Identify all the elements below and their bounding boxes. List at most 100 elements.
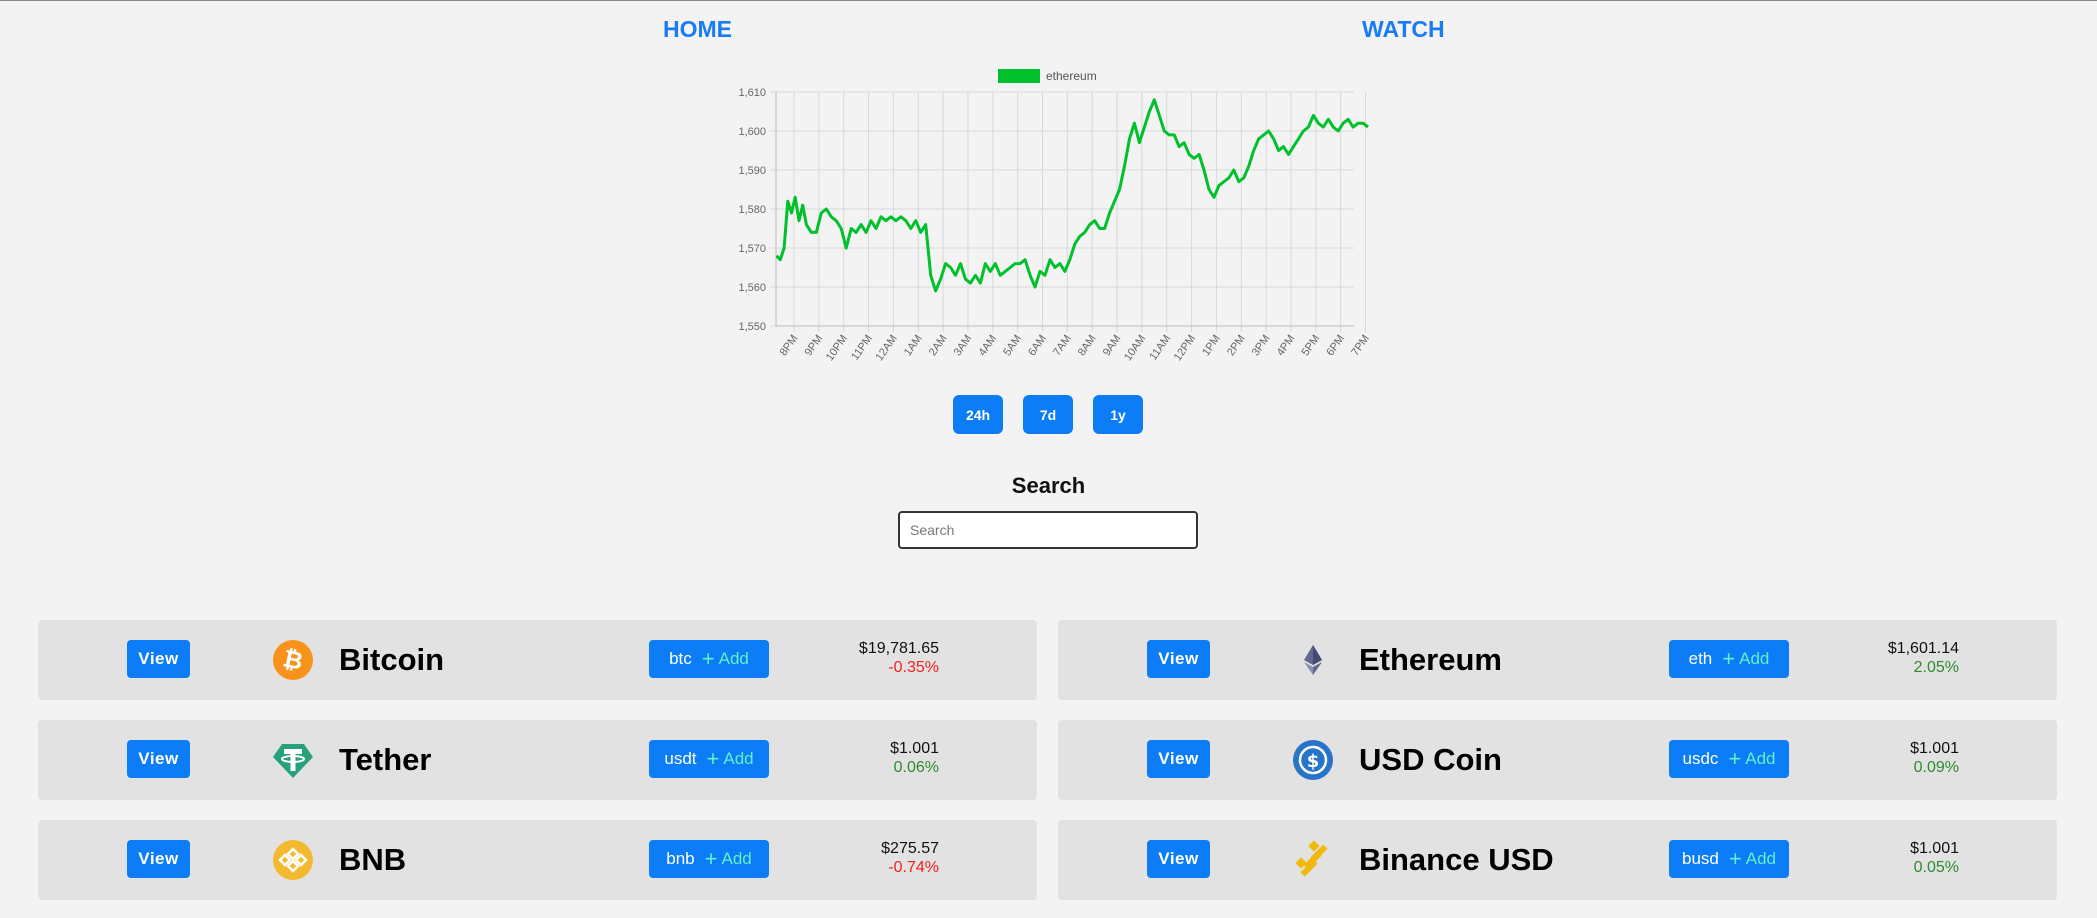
- range-24h-button[interactable]: 24h: [953, 395, 1003, 434]
- y-tick-label: 1,570: [738, 243, 766, 255]
- x-tick-label: 1AM: [902, 333, 925, 358]
- coin-name: Bitcoin: [339, 642, 445, 677]
- add-to-watch-button[interactable]: busd + Add: [1669, 840, 1789, 878]
- coin-change: 2.05%: [1913, 659, 1959, 676]
- add-to-watch-button[interactable]: btc + Add: [649, 640, 769, 678]
- coin-name: Binance USD: [1359, 842, 1554, 877]
- view-button[interactable]: View: [127, 640, 190, 678]
- binance-usd-icon: [1295, 840, 1328, 877]
- ethereum-icon: [1304, 645, 1322, 675]
- coin-symbol: eth: [1688, 649, 1713, 668]
- add-label: Add: [721, 849, 752, 868]
- coin-name: BNB: [339, 842, 407, 877]
- coin-change: 0.09%: [1913, 759, 1959, 776]
- x-tick-label: 4PM: [1275, 333, 1298, 358]
- add-label: Add: [723, 749, 754, 768]
- x-tick-label: 10AM: [1122, 333, 1148, 363]
- price-block: $1.001 0.09%: [1910, 739, 1959, 777]
- coin-price: $1.001: [1910, 840, 1959, 857]
- coin-symbol: usdt: [664, 749, 697, 768]
- bnb-icon: [273, 840, 313, 880]
- x-tick-label: 11AM: [1147, 333, 1173, 363]
- add-to-watch-button[interactable]: bnb + Add: [649, 840, 769, 878]
- add-to-watch-button[interactable]: usdc + Add: [1669, 740, 1789, 778]
- add-label: Add: [1739, 649, 1770, 668]
- coin-symbol: bnb: [666, 849, 695, 868]
- search-heading: Search: [1011, 473, 1086, 498]
- x-tick-label: 5PM: [1300, 333, 1323, 358]
- plus-icon: +: [1728, 846, 1742, 871]
- x-tick-label: 8AM: [1076, 333, 1099, 358]
- coin-card-bnb: View BNB bnb + Add $275.57 -0.74%: [38, 820, 1037, 900]
- x-tick-label: 2PM: [1225, 333, 1248, 358]
- y-tick-label: 1,590: [738, 165, 766, 177]
- x-tick-label: 1PM: [1200, 333, 1223, 358]
- y-tick-label: 1,580: [738, 204, 766, 216]
- add-label: Add: [1745, 749, 1776, 768]
- add-label: Add: [718, 649, 749, 668]
- x-tick-label: 9AM: [1101, 333, 1124, 358]
- coin-symbol: busd: [1682, 849, 1719, 868]
- view-button[interactable]: View: [1147, 640, 1210, 678]
- x-tick-label: 12PM: [1172, 333, 1198, 363]
- coin-card-tether: View Tether usdt + Add $1.001 0.06%: [38, 720, 1037, 800]
- svg-text:$: $: [1307, 751, 1320, 772]
- coin-price: $1.001: [890, 740, 939, 757]
- series-line-ethereum: [775, 98, 1369, 293]
- price-block: $19,781.65 -0.35%: [859, 639, 939, 677]
- x-tick-label: 10PM: [824, 333, 850, 363]
- price-block: $1,601.14 2.05%: [1888, 639, 1959, 677]
- x-tick-label: 9PM: [803, 333, 826, 358]
- tether-icon: [273, 744, 313, 778]
- nav-home-link[interactable]: HOME: [663, 16, 732, 42]
- add-to-watch-button[interactable]: eth + Add: [1669, 640, 1789, 678]
- x-tick-label: 11PM: [849, 333, 875, 363]
- coin-price: $275.57: [881, 840, 939, 857]
- coin-change: -0.35%: [888, 659, 939, 676]
- legend-swatch: [998, 69, 1040, 83]
- usd-coin-icon: $: [1293, 740, 1333, 780]
- price-block: $275.57 -0.74%: [881, 839, 939, 877]
- plus-icon: +: [1728, 746, 1742, 771]
- view-button[interactable]: View: [1147, 840, 1210, 878]
- view-button[interactable]: View: [127, 740, 190, 778]
- y-tick-label: 1,610: [738, 87, 766, 99]
- coin-card-binance-usd: View Binance USD busd + Add $1.001 0.05%: [1058, 820, 2057, 900]
- coin-card-usd-coin: View $ USD Coin usdc + Add $1.001 0.09%: [1058, 720, 2057, 800]
- coin-card-bitcoin: View ₿ Bitcoin btc + Add $19,781.65 -0.35…: [38, 620, 1037, 700]
- add-to-watch-button[interactable]: usdt + Add: [649, 740, 769, 778]
- x-tick-label: 6AM: [1026, 333, 1049, 358]
- coin-name: USD Coin: [1359, 742, 1502, 777]
- top-border: [0, 0, 2097, 1]
- coin-price: $19,781.65: [858, 640, 939, 657]
- plus-icon: +: [704, 846, 718, 871]
- x-tick-label: 5AM: [1001, 333, 1024, 358]
- x-tick-label: 7PM: [1349, 333, 1370, 358]
- view-button[interactable]: View: [127, 840, 190, 878]
- y-tick-label: 1,600: [738, 126, 766, 138]
- coin-symbol: usdc: [1682, 749, 1719, 768]
- x-tick-label: 7AM: [1051, 333, 1074, 358]
- range-1y-button[interactable]: 1y: [1093, 395, 1143, 434]
- price-block: $1.001 0.06%: [890, 739, 939, 777]
- plus-icon: +: [701, 646, 715, 671]
- y-tick-label: 1,550: [738, 321, 766, 333]
- x-tick-label: 6PM: [1324, 333, 1347, 358]
- coin-price: $1.001: [1910, 740, 1959, 757]
- x-tick-label: 12AM: [874, 333, 900, 363]
- x-tick-label: 3AM: [952, 333, 975, 358]
- coin-card-ethereum: View Ethereum eth + Add $1,601.14 2.05%: [1058, 620, 2057, 700]
- coin-change: -0.74%: [888, 859, 939, 876]
- add-label: Add: [1745, 849, 1776, 868]
- x-tick-label: 4AM: [976, 333, 999, 358]
- coin-change: 0.05%: [1913, 859, 1959, 876]
- price-block: $1.001 0.05%: [1910, 839, 1959, 877]
- x-tick-label: 3PM: [1250, 333, 1273, 358]
- legend-label: ethereum: [1046, 69, 1097, 83]
- x-tick-label: 2AM: [927, 333, 950, 358]
- search-input[interactable]: [898, 511, 1198, 549]
- view-button[interactable]: View: [1147, 740, 1210, 778]
- nav-watch-link[interactable]: WATCH: [1362, 16, 1445, 42]
- range-7d-button[interactable]: 7d: [1023, 395, 1073, 434]
- plus-icon: +: [1722, 646, 1736, 671]
